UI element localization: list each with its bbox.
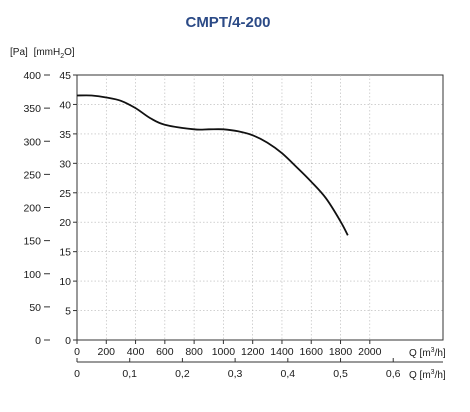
y-unit-mmh2o-end: O] [64, 47, 75, 58]
x-m3h-tick-label: 0 [74, 346, 80, 358]
x-m3h-tick-label: 800 [185, 346, 203, 358]
x-m3h-tick-label: 200 [98, 346, 116, 358]
y-pa-tick-label: 300 [23, 136, 41, 148]
y-mm-tick-label: 15 [59, 247, 71, 259]
y-pa-tick-label: 50 [29, 302, 41, 314]
x-label-m3h-sup: 3 [431, 347, 435, 354]
y-mm-tick-label: 30 [59, 158, 71, 170]
x-m3s-tick-label: 0,4 [281, 368, 296, 380]
x-m3h-tick-label: 1400 [270, 346, 294, 358]
x-axis-label-m3s: Q [m3/h] [409, 369, 446, 381]
y-pa-tick-label: 200 [23, 203, 41, 215]
svg-text:Q [m3/h]: Q [m3/h] [409, 369, 446, 381]
x-m3s-tick-label: 0,1 [122, 368, 137, 380]
y-mm-tick-label: 5 [65, 306, 71, 318]
y-mm-tick-label: 45 [59, 70, 71, 82]
x-m3h-tick-label: 2000 [358, 346, 382, 358]
y-mm-tick-label: 10 [59, 276, 71, 288]
x-m3s-tick-label: 0 [74, 368, 80, 380]
x-m3s-tick-label: 0,2 [175, 368, 190, 380]
y-unit-mmh2o-sub: 2 [60, 53, 64, 60]
y-mm-tick-label: 35 [59, 129, 71, 141]
series-curve [76, 94, 349, 236]
x-m3h-tick-label: 600 [156, 346, 174, 358]
y-pa-tick-label: 150 [23, 236, 41, 248]
y-pa-tick-label: 0 [35, 335, 41, 347]
y-mm-tick-label: 25 [59, 188, 71, 200]
axes: 4003503002502001501005004540353025201510… [23, 70, 443, 380]
y-pa-tick-label: 400 [23, 70, 41, 82]
x-label-m3s-sup: 3 [431, 369, 435, 376]
x-m3s-tick-label: 0,3 [228, 368, 243, 380]
y-mm-tick-label: 20 [59, 217, 71, 229]
y-pa-tick-label: 100 [23, 269, 41, 281]
svg-text:Q [m3/h]: Q [m3/h] [409, 347, 446, 359]
x-label-m3s-end: /h] [435, 370, 446, 381]
x-m3s-tick-label: 0,6 [386, 368, 401, 380]
chart-title: CMPT/4-200 [185, 14, 270, 31]
x-m3h-tick-label: 1800 [329, 346, 353, 358]
series-line [76, 94, 349, 236]
x-label-m3h-q: Q [m [409, 348, 431, 359]
x-m3h-tick-label: 1600 [300, 346, 324, 358]
y-pa-tick-label: 250 [23, 169, 41, 181]
x-m3h-tick-label: 1000 [212, 346, 236, 358]
x-axis-label-m3h: Q [m3/h] [409, 347, 446, 359]
y-mm-tick-label: 0 [65, 335, 71, 347]
x-label-m3s-q: Q [m [409, 370, 431, 381]
y-unit-label: [Pa] [mmH2O] [10, 47, 75, 60]
x-m3s-tick-label: 0,5 [333, 368, 348, 380]
x-label-m3h-end: /h] [435, 348, 446, 359]
x-m3h-tick-label: 1200 [241, 346, 265, 358]
y-unit-mmh2o: [mmH [34, 47, 61, 58]
y-unit-pa: [Pa] [10, 47, 28, 58]
x-m3h-tick-label: 400 [127, 346, 145, 358]
plot-frame [76, 74, 444, 341]
svg-text:[Pa] [mmH2O]: [Pa] [mmH2O] [10, 47, 75, 60]
y-mm-tick-label: 40 [59, 99, 71, 111]
y-pa-tick-label: 350 [23, 103, 41, 115]
grid [77, 75, 443, 340]
